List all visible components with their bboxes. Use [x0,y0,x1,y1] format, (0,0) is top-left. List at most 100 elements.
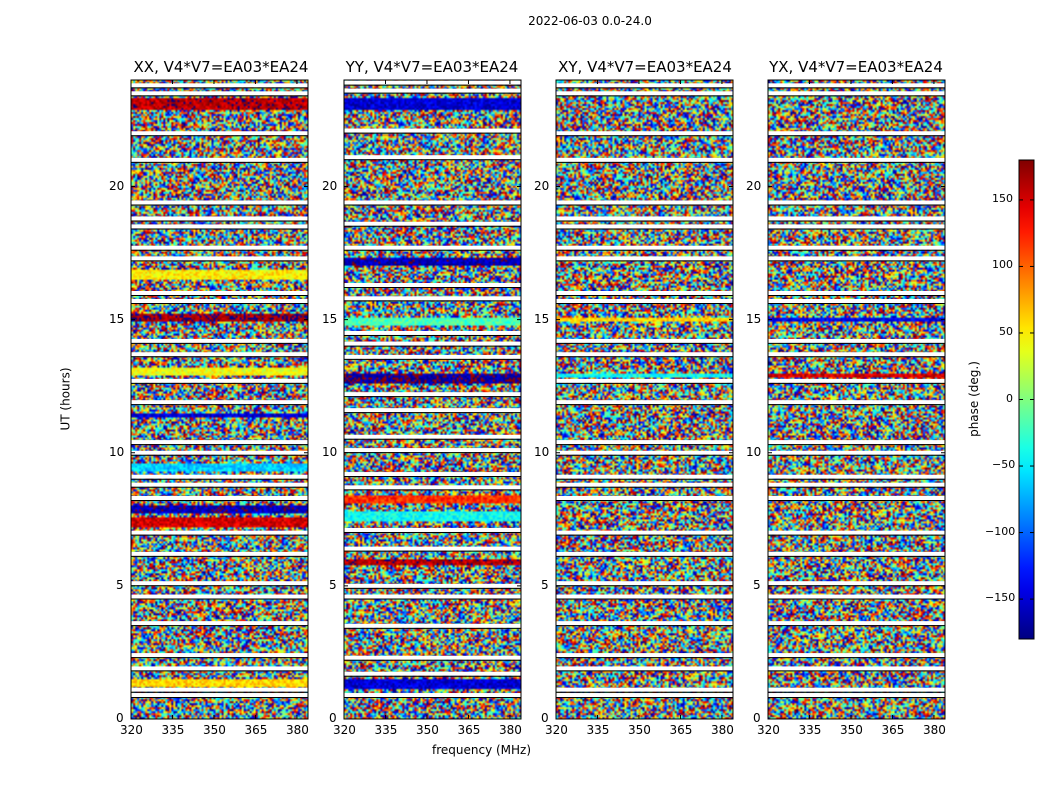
flagged-row [768,256,945,261]
flagged-row [131,157,308,162]
y-tick-label: 10 [109,444,125,459]
panel-title-xy: XY, V4*V7=EA03*EA24 [558,58,732,76]
x-tick-label: 365 [669,723,693,737]
figure-title: 2022-06-03 0.0-24.0 [528,14,652,28]
panel-title-yx: YX, V4*V7=EA03*EA24 [769,58,943,76]
flagged-row [556,551,733,556]
flagged-row [556,666,733,671]
flagged-row [556,581,733,586]
flagged-row [768,440,945,445]
y-tick-label: 20 [109,178,125,193]
flagged-row [344,594,521,599]
flagged-row [768,621,945,626]
panel-frame [767,79,946,720]
flagged-row [131,83,308,88]
flagged-row [131,581,308,586]
y-tick-label: 15 [534,311,550,326]
y-tick-label: 10 [746,444,762,459]
panel-title-yy: YY, V4*V7=EA03*EA24 [345,58,519,76]
phase-heatmap-3 [768,80,945,719]
flagged-row [556,653,733,658]
flagged-row [768,200,945,205]
flagged-row [131,245,308,250]
flagged-row [131,338,308,343]
flagged-row [344,448,521,453]
x-tick-label: 335 [161,723,185,737]
y-tick-label: 0 [753,711,761,725]
y-tick-label: 15 [109,311,125,326]
flagged-row [344,546,521,551]
flagged-row [344,155,521,160]
y-tick-label: 15 [746,311,762,326]
flagged-row [131,440,308,445]
flagged-row [344,693,521,698]
flagged-row [768,83,945,88]
flagged-row [344,671,521,676]
flagged-row [556,693,733,698]
phase-heatmap-0 [131,80,308,719]
phase-heatmap-1 [344,80,521,719]
flagged-row [131,594,308,599]
flagged-row [344,128,521,133]
x-tick-label: 380 [498,723,522,737]
flagged-row [768,594,945,599]
colorbar-tick-label: 50 [999,324,1013,338]
flagged-row [131,530,308,535]
panel-frame [343,79,522,720]
flagged-row [768,551,945,556]
flagged-row [768,216,945,221]
flagged-row [131,378,308,383]
x-tick-label: 365 [881,723,905,737]
flagged-row [344,296,521,301]
flagged-row [344,354,521,359]
x-tick-label: 320 [333,723,356,737]
x-tick-label: 320 [545,723,568,737]
flagged-row [344,434,521,439]
flagged-row [768,530,945,535]
colorbar-tick-label: 100 [992,258,1013,272]
flagged-row [768,482,945,487]
flagged-row [556,291,733,295]
flagged-row [556,474,733,479]
y-tick-label: 0 [329,711,337,725]
flagged-row [344,80,521,85]
flagged-row [344,283,521,288]
flagged-row [768,245,945,250]
flagged-row [556,378,733,383]
colorbar-tick-label: 0 [1006,391,1013,405]
flagged-row [556,440,733,445]
y-tick-label: 5 [541,577,549,592]
x-tick-label: 350 [839,723,863,737]
panel-frame [555,79,734,720]
flagged-row [768,496,945,501]
flagged-row [556,298,733,303]
flagged-row [344,392,521,397]
flagged-row [556,450,733,455]
x-tick-label: 335 [586,723,610,737]
flagged-row [131,693,308,698]
flagged-row [344,245,521,250]
phase-heatmap-2 [556,80,733,719]
flagged-row [556,400,733,405]
x-tick-label: 320 [120,723,143,737]
y-tick-label: 10 [322,444,338,459]
flagged-row [131,91,308,96]
flagged-row [768,378,945,383]
flagged-row [768,666,945,671]
flagged-row [768,653,945,658]
x-tick-label: 320 [757,723,780,737]
flagged-row [768,157,945,162]
flagged-row [556,338,733,343]
flagged-row [556,245,733,250]
flagged-row [344,408,521,413]
flagged-row [344,221,521,226]
flagged-row [131,474,308,479]
flagged-row [768,338,945,343]
y-tick-label: 0 [541,711,549,725]
y-tick-label: 5 [753,577,761,592]
flagged-row [131,200,308,205]
y-tick-label: 5 [329,577,337,592]
colorbar-tick-label: −50 [992,458,1016,472]
flagged-row [131,621,308,626]
